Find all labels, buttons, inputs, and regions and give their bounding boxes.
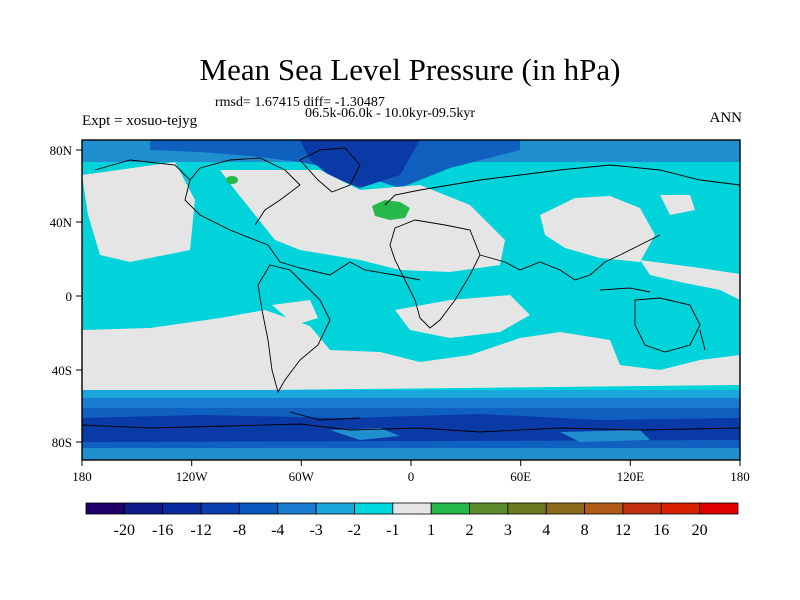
north-atlantic-africa-zone: [220, 170, 505, 272]
southern-ocean-patch-2: [560, 430, 650, 442]
lon-tick-labels: 180 120W 60W 0 60E 120E 180: [72, 469, 750, 484]
north-pacific-zone: [82, 162, 195, 262]
colorbar-swatch: [85, 502, 125, 515]
asia-zone: [540, 196, 655, 262]
west-pacific-zone: [640, 260, 740, 300]
stats-text: rmsd= 1.67415 diff= -1.30487: [215, 95, 385, 110]
colorbar-label: -8: [233, 522, 246, 539]
lat-tick-label: 0: [66, 289, 73, 304]
colorbar-swatch: [507, 502, 547, 515]
colorbar-label: -16: [152, 522, 173, 539]
south-subtropical-zone: [82, 310, 740, 392]
colorbar: -20 -16 -12 -8 -4 -3 -2 -1 1 2 3 4 8 12 16 20: [85, 502, 739, 539]
antarctic-band: [82, 448, 740, 460]
colorbar-swatch: [699, 502, 739, 515]
colorbar-label: -1: [386, 522, 399, 539]
colorbar-label: 1: [427, 522, 435, 539]
colorbar-swatch: [315, 502, 355, 515]
south-america-patch: [272, 300, 318, 325]
colorbar-label: 2: [466, 522, 474, 539]
colorbar-swatch: [354, 502, 394, 515]
colorbar-swatch: [584, 502, 624, 515]
period-text: 06.5k-06.0k - 10.0kyr-09.5kyr: [305, 106, 476, 121]
colorbar-swatch: [622, 502, 662, 515]
colorbar-label: 4: [542, 522, 550, 539]
lon-tick-label: 60W: [289, 469, 315, 484]
lon-tick-label: 180: [72, 469, 92, 484]
colorbar-label: 12: [615, 522, 631, 539]
positive-anomaly-europe: [372, 200, 410, 220]
chart-title: Mean Sea Level Pressure (in hPa): [199, 52, 621, 87]
colorbar-swatch: [200, 502, 240, 515]
colorbar-label: 20: [692, 522, 708, 539]
lat-tick-label: 80S: [52, 435, 72, 450]
lat-tick-label: 80N: [50, 143, 73, 158]
lat-tick-label: 40N: [50, 215, 73, 230]
lon-tick-label: 120W: [176, 469, 209, 484]
colorbar-label: -3: [309, 522, 322, 539]
colorbar-swatch: [277, 502, 317, 515]
colorbar-label: 3: [504, 522, 512, 539]
colorbar-swatch: [545, 502, 585, 515]
colorbar-swatch: [239, 502, 279, 515]
lon-tick-label: 180: [730, 469, 750, 484]
lon-tick-label: 0: [408, 469, 415, 484]
southern-ocean-patch-1: [330, 428, 400, 440]
positive-anomaly-canada: [226, 176, 238, 184]
south-band-1: [82, 390, 740, 400]
colorbar-swatch: [660, 502, 701, 515]
colorbar-swatch: [469, 502, 509, 515]
lat-tick-label: 40S: [52, 363, 72, 378]
season-label: ANN: [709, 110, 743, 126]
lon-tick-label: 60E: [510, 469, 531, 484]
map-field: [82, 140, 740, 460]
colorbar-swatch: [430, 502, 470, 515]
experiment-label: Expt = xosuo-tejyg: [82, 113, 198, 129]
colorbar-swatch: [162, 502, 202, 515]
colorbar-swatch: [123, 502, 164, 515]
coastlines: [82, 147, 740, 433]
lat-tick-labels: 80N 40N 0 40S 80S: [50, 143, 73, 450]
colorbar-label: 8: [581, 522, 589, 539]
colorbar-label: 16: [653, 522, 669, 539]
colorbar-label: -4: [271, 522, 284, 539]
colorbar-swatch: [392, 502, 432, 515]
colorbar-label: -20: [114, 522, 135, 539]
south-band-2: [82, 398, 740, 410]
axis-ticks: [76, 149, 741, 466]
colorbar-label: -2: [348, 522, 361, 539]
japan-zone: [660, 195, 695, 215]
colorbar-label: -12: [190, 522, 211, 539]
lon-tick-label: 120E: [617, 469, 645, 484]
